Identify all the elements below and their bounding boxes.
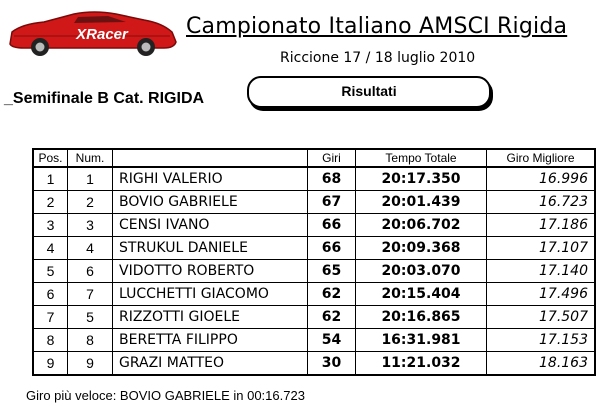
column-header-giri: Giri — [307, 148, 356, 168]
results-badge: Risultati — [247, 76, 491, 108]
table-row: 2 2 BOVIO GABRIELE 67 20:01.439 16.723 — [32, 190, 596, 214]
cell-pos: 6 — [32, 282, 68, 306]
column-header-tempo: Tempo Totale — [355, 148, 487, 168]
cell-tempo: 11:21.032 — [355, 351, 487, 376]
table-row: 1 1 RIGHI VALERIO 68 20:17.350 16.996 — [32, 166, 596, 191]
table-row: 5 6 VIDOTTO ROBERTO 65 20:03.070 17.140 — [32, 259, 596, 283]
cell-num: 6 — [67, 259, 113, 283]
cell-name: RIZZOTTI GIOELE — [112, 305, 308, 329]
xracer-logo: XRacer — [9, 11, 177, 56]
cell-best-lap: 16.723 — [486, 190, 596, 214]
section-label: _Semifinale B Cat. RIGIDA — [4, 90, 205, 107]
cell-best-lap: 17.507 — [486, 305, 596, 329]
cell-pos: 9 — [32, 351, 68, 376]
cell-name: VIDOTTO ROBERTO — [112, 259, 308, 283]
column-header-best-lap: Giro Migliore — [486, 148, 596, 168]
cell-giri: 62 — [307, 305, 356, 329]
cell-tempo: 20:06.702 — [355, 213, 487, 237]
cell-name: STRUKUL DANIELE — [112, 236, 308, 260]
cell-tempo: 20:03.070 — [355, 259, 487, 283]
cell-best-lap: 17.153 — [486, 328, 596, 352]
cell-num: 3 — [67, 213, 113, 237]
cell-giri: 66 — [307, 236, 356, 260]
cell-tempo: 20:17.350 — [355, 166, 487, 191]
cell-pos: 2 — [32, 190, 68, 214]
cell-tempo: 16:31.981 — [355, 328, 487, 352]
cell-giri: 62 — [307, 282, 356, 306]
cell-num: 2 — [67, 190, 113, 214]
table-row: 3 3 CENSI IVANO 66 20:06.702 17.186 — [32, 213, 596, 237]
cell-tempo: 20:09.368 — [355, 236, 487, 260]
cell-best-lap: 17.186 — [486, 213, 596, 237]
cell-tempo: 20:16.865 — [355, 305, 487, 329]
cell-num: 1 — [67, 166, 113, 191]
cell-name: BERETTA FILIPPO — [112, 328, 308, 352]
cell-name: BOVIO GABRIELE — [112, 190, 308, 214]
column-header-pos: Pos. — [32, 148, 68, 168]
table-row: 9 9 GRAZI MATTEO 30 11:21.032 18.163 — [32, 351, 596, 376]
page-title: Campionato Italiano AMSCI Rigida — [186, 14, 568, 39]
cell-tempo: 20:01.439 — [355, 190, 487, 214]
table-header-row: Pos. Num. Giri Tempo Totale Giro Miglior… — [32, 148, 596, 168]
cell-best-lap: 18.163 — [486, 351, 596, 376]
cell-pos: 4 — [32, 236, 68, 260]
cell-name: CENSI IVANO — [112, 213, 308, 237]
table-row: 4 4 STRUKUL DANIELE 66 20:09.368 17.107 — [32, 236, 596, 260]
fastest-lap-note: Giro più veloce: BOVIO GABRIELE in 00:16… — [26, 388, 305, 403]
cell-pos: 7 — [32, 305, 68, 329]
event-subtitle: Riccione 17 / 18 luglio 2010 — [280, 50, 476, 66]
cell-pos: 5 — [32, 259, 68, 283]
results-table: Pos. Num. Giri Tempo Totale Giro Miglior… — [32, 148, 596, 376]
cell-best-lap: 16.996 — [486, 166, 596, 191]
cell-name: RIGHI VALERIO — [112, 166, 308, 191]
column-header-name — [112, 148, 308, 168]
cell-giri: 54 — [307, 328, 356, 352]
cell-num: 4 — [67, 236, 113, 260]
cell-giri: 66 — [307, 213, 356, 237]
cell-best-lap: 17.140 — [486, 259, 596, 283]
cell-pos: 1 — [32, 166, 68, 191]
cell-num: 9 — [67, 351, 113, 376]
cell-giri: 68 — [307, 166, 356, 191]
table-row: 6 7 LUCCHETTI GIACOMO 62 20:15.404 17.49… — [32, 282, 596, 306]
cell-name: GRAZI MATTEO — [112, 351, 308, 376]
results-label: Risultati — [341, 83, 397, 99]
cell-num: 8 — [67, 328, 113, 352]
table-row: 7 5 RIZZOTTI GIOELE 62 20:16.865 17.507 — [32, 305, 596, 329]
cell-best-lap: 17.496 — [486, 282, 596, 306]
cell-pos: 8 — [32, 328, 68, 352]
cell-num: 7 — [67, 282, 113, 306]
cell-name: LUCCHETTI GIACOMO — [112, 282, 308, 306]
cell-num: 5 — [67, 305, 113, 329]
cell-tempo: 20:15.404 — [355, 282, 487, 306]
column-header-num: Num. — [67, 148, 113, 168]
cell-pos: 3 — [32, 213, 68, 237]
logo-text: XRacer — [75, 26, 129, 43]
cell-giri: 67 — [307, 190, 356, 214]
cell-best-lap: 17.107 — [486, 236, 596, 260]
cell-giri: 30 — [307, 351, 356, 376]
table-row: 8 8 BERETTA FILIPPO 54 16:31.981 17.153 — [32, 328, 596, 352]
cell-giri: 65 — [307, 259, 356, 283]
